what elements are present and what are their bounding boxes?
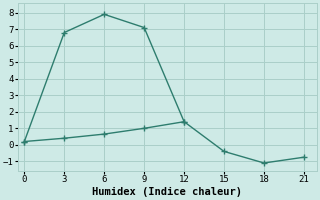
- X-axis label: Humidex (Indice chaleur): Humidex (Indice chaleur): [92, 187, 243, 197]
